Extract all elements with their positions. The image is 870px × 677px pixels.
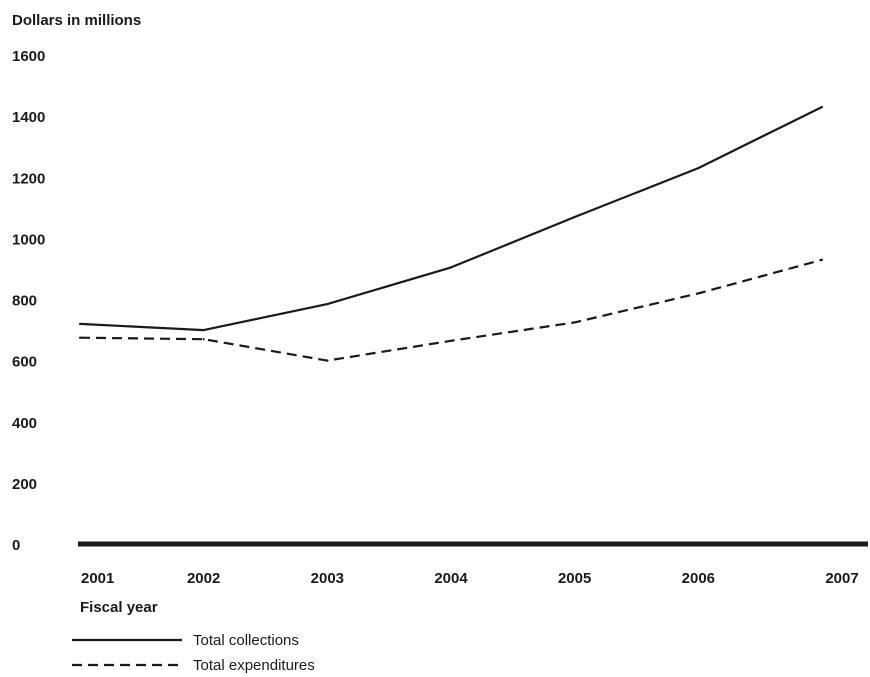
data-point	[326, 302, 329, 306]
y-tick-label: 1400	[12, 109, 45, 126]
data-point	[697, 292, 700, 295]
x-axis-title: Fiscal year	[80, 599, 158, 616]
y-axis-title: Dollars in millions	[12, 12, 141, 29]
y-tick-label: 1000	[12, 231, 45, 248]
x-tick-label: 2007	[825, 570, 858, 587]
y-tick-labels: 0 200 400 600 800 1000 1200 1400 1600	[12, 48, 45, 554]
y-tick-label: 1600	[12, 48, 45, 65]
data-point	[697, 166, 700, 170]
x-tick-labels: 2001 2002 2003 2004 2005 2006 2007	[81, 570, 859, 587]
data-point	[820, 105, 824, 109]
data-point	[78, 322, 82, 326]
y-tick-label: 1200	[12, 170, 45, 187]
y-tick-label: 600	[12, 354, 37, 371]
series-line-total-expenditures	[79, 258, 823, 362]
data-point	[573, 321, 576, 324]
series-lines	[78, 105, 824, 362]
y-tick-label: 400	[12, 415, 37, 432]
x-tick-label: 2001	[81, 570, 114, 587]
data-point	[326, 359, 329, 362]
legend: Total collections Total expenditures	[72, 632, 315, 674]
x-tick-label: 2002	[187, 570, 220, 587]
data-point	[202, 338, 205, 341]
data-point	[202, 328, 205, 332]
x-tick-label: 2006	[682, 570, 715, 587]
data-point	[449, 339, 453, 342]
legend-label: Total collections	[193, 632, 299, 649]
x-tick-label: 2003	[311, 570, 344, 587]
data-point	[573, 215, 576, 219]
y-tick-label: 800	[12, 293, 37, 310]
data-point	[820, 258, 824, 261]
series-line-total-collections	[79, 106, 823, 332]
x-tick-label: 2004	[434, 570, 468, 587]
x-tick-label: 2005	[558, 570, 591, 587]
y-tick-label: 0	[12, 537, 20, 554]
data-point	[449, 266, 453, 269]
data-point	[78, 336, 82, 339]
legend-label: Total expenditures	[193, 657, 315, 674]
y-tick-label: 200	[12, 476, 37, 493]
